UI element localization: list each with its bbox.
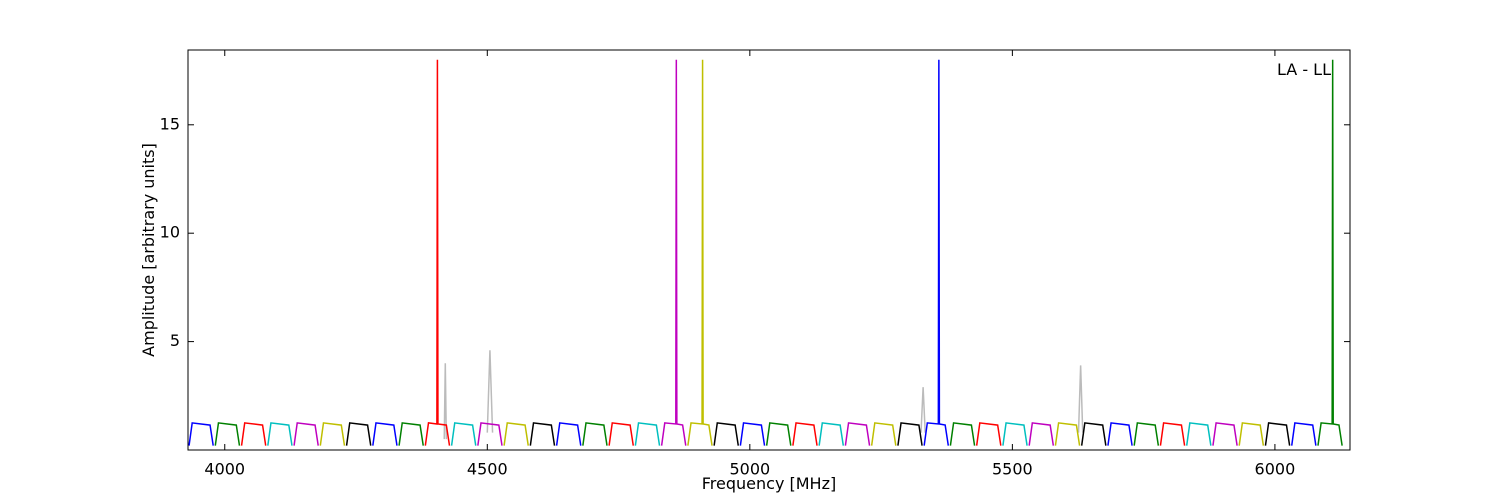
y-axis-label: Amplitude [arbitrary units] [139, 143, 158, 357]
series-line [188, 59, 1317, 446]
series-line [240, 59, 1186, 446]
series-line [345, 422, 1291, 446]
series-line [214, 59, 1343, 446]
x-tick-label: 5500 [992, 460, 1033, 479]
plot-frame [187, 49, 1351, 451]
x-tick-label: 4500 [467, 460, 508, 479]
x-tick-label: 4000 [204, 460, 245, 479]
x-tick-label: 5000 [729, 460, 770, 479]
series-line [319, 59, 1265, 446]
series-line [443, 350, 1084, 440]
y-tick-label: 15 [160, 114, 180, 133]
y-tick-label: 5 [170, 331, 180, 350]
y-tick-label: 10 [160, 223, 180, 242]
x-axis-label: Frequency [MHz] [702, 474, 836, 493]
series-line [267, 422, 1212, 446]
series-line [293, 59, 1238, 446]
annotation: LA - LL [1277, 60, 1331, 79]
x-tick-label: 6000 [1255, 460, 1296, 479]
